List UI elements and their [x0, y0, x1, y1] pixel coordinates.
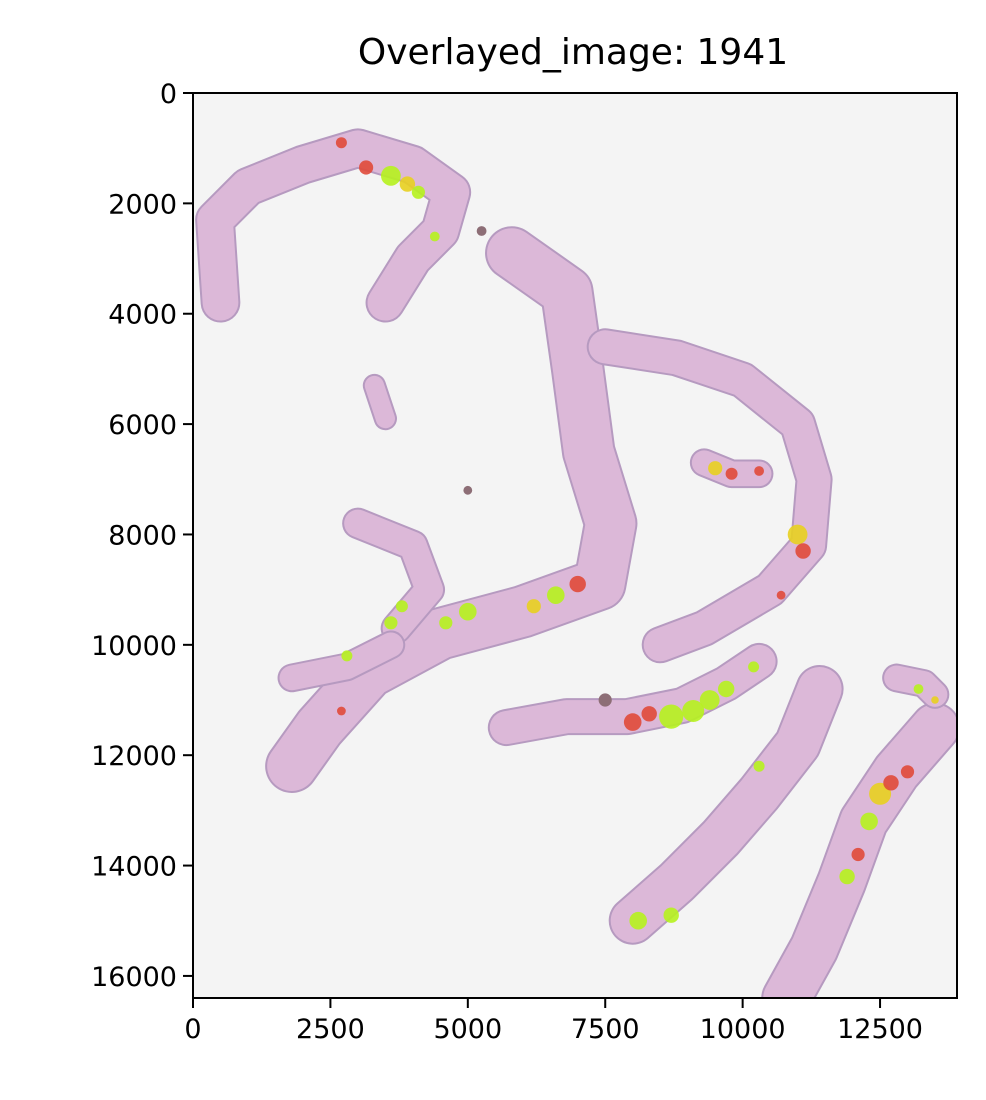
- dark-speck: [463, 485, 473, 495]
- heat-spot: [748, 661, 760, 673]
- dark-speck: [598, 693, 612, 707]
- heat-spot: [663, 907, 679, 923]
- tissue-right-arc: [588, 330, 831, 662]
- heat-spot: [547, 586, 565, 604]
- y-tick-label: 4000: [108, 300, 177, 331]
- heat-spot: [384, 616, 398, 630]
- x-tick-label: 10000: [700, 1014, 786, 1045]
- heat-spot: [399, 176, 416, 192]
- heat-spot: [682, 700, 705, 722]
- heat-spot: [754, 466, 764, 476]
- heat-spot: [337, 706, 346, 716]
- heat-spot: [659, 704, 684, 729]
- axes-frame: [192, 92, 958, 999]
- heat-spot: [725, 467, 738, 480]
- heat-spot: [395, 600, 408, 613]
- heat-spot: [851, 847, 865, 862]
- heat-spot: [900, 765, 915, 779]
- y-tick-label: 16000: [91, 962, 177, 993]
- figure-title: Overlayed_image: 1941: [358, 32, 788, 73]
- heat-spot: [641, 706, 657, 722]
- y-tick-label: 12000: [91, 741, 177, 772]
- x-tick-label: 12500: [837, 1014, 923, 1045]
- y-tick-label: 10000: [91, 631, 177, 662]
- heat-spot: [883, 775, 899, 791]
- heat-spot: [931, 696, 939, 704]
- heat-spot: [341, 650, 353, 662]
- heatmap-overlay-layer: [335, 137, 939, 930]
- heat-spot: [359, 160, 374, 175]
- heat-spot: [439, 616, 453, 630]
- x-tick-label: 7500: [571, 1014, 640, 1045]
- heat-spot: [913, 684, 924, 694]
- tissue-far-right-top-piece: [884, 665, 948, 707]
- heat-spot: [459, 602, 477, 621]
- dark-speck: [476, 226, 487, 236]
- heat-spot: [335, 137, 347, 149]
- x-tick-label: 2500: [296, 1014, 365, 1045]
- heat-spot: [753, 760, 765, 772]
- tissue-layer: [195, 128, 957, 998]
- heat-spot: [526, 599, 541, 614]
- heat-spot: [860, 812, 878, 831]
- tissue-lower-right-strip: [610, 667, 842, 943]
- tissue-left-branch: [344, 509, 444, 643]
- y-tick-label: 2000: [108, 189, 177, 220]
- heat-spot: [623, 713, 642, 731]
- x-tick-label: 5000: [433, 1014, 502, 1045]
- heat-spot: [708, 461, 723, 476]
- speck-layer: [463, 226, 612, 707]
- heat-spot: [381, 165, 401, 186]
- y-tick-label: 14000: [91, 852, 177, 883]
- x-tick-label: 0: [184, 1014, 201, 1045]
- heat-spot: [839, 868, 855, 885]
- tissue-left-bottom-branch: [279, 632, 404, 691]
- y-tick-label: 6000: [108, 410, 177, 441]
- heat-spot: [629, 911, 647, 930]
- heat-spot: [869, 782, 892, 805]
- tissue-small-piece-a: [364, 375, 395, 429]
- heat-spot: [699, 690, 720, 710]
- y-tick-label: 0: [160, 79, 177, 110]
- y-axis: 0 2000 4000 6000 8000 10000 12000 14000 16000: [91, 79, 193, 993]
- heat-spot: [718, 680, 735, 698]
- tissue-center-arc: [267, 228, 636, 791]
- tissue-top-arc: [197, 130, 470, 321]
- heat-spot: [411, 185, 425, 199]
- heat-spot: [787, 524, 808, 545]
- heat-spot: [795, 543, 811, 559]
- y-tick-label: 8000: [108, 520, 177, 551]
- heat-spot: [776, 590, 786, 600]
- heat-spot: [429, 231, 440, 242]
- heat-spot: [569, 575, 586, 593]
- x-axis: 0 2500 5000 7500 10000 12500: [184, 998, 923, 1045]
